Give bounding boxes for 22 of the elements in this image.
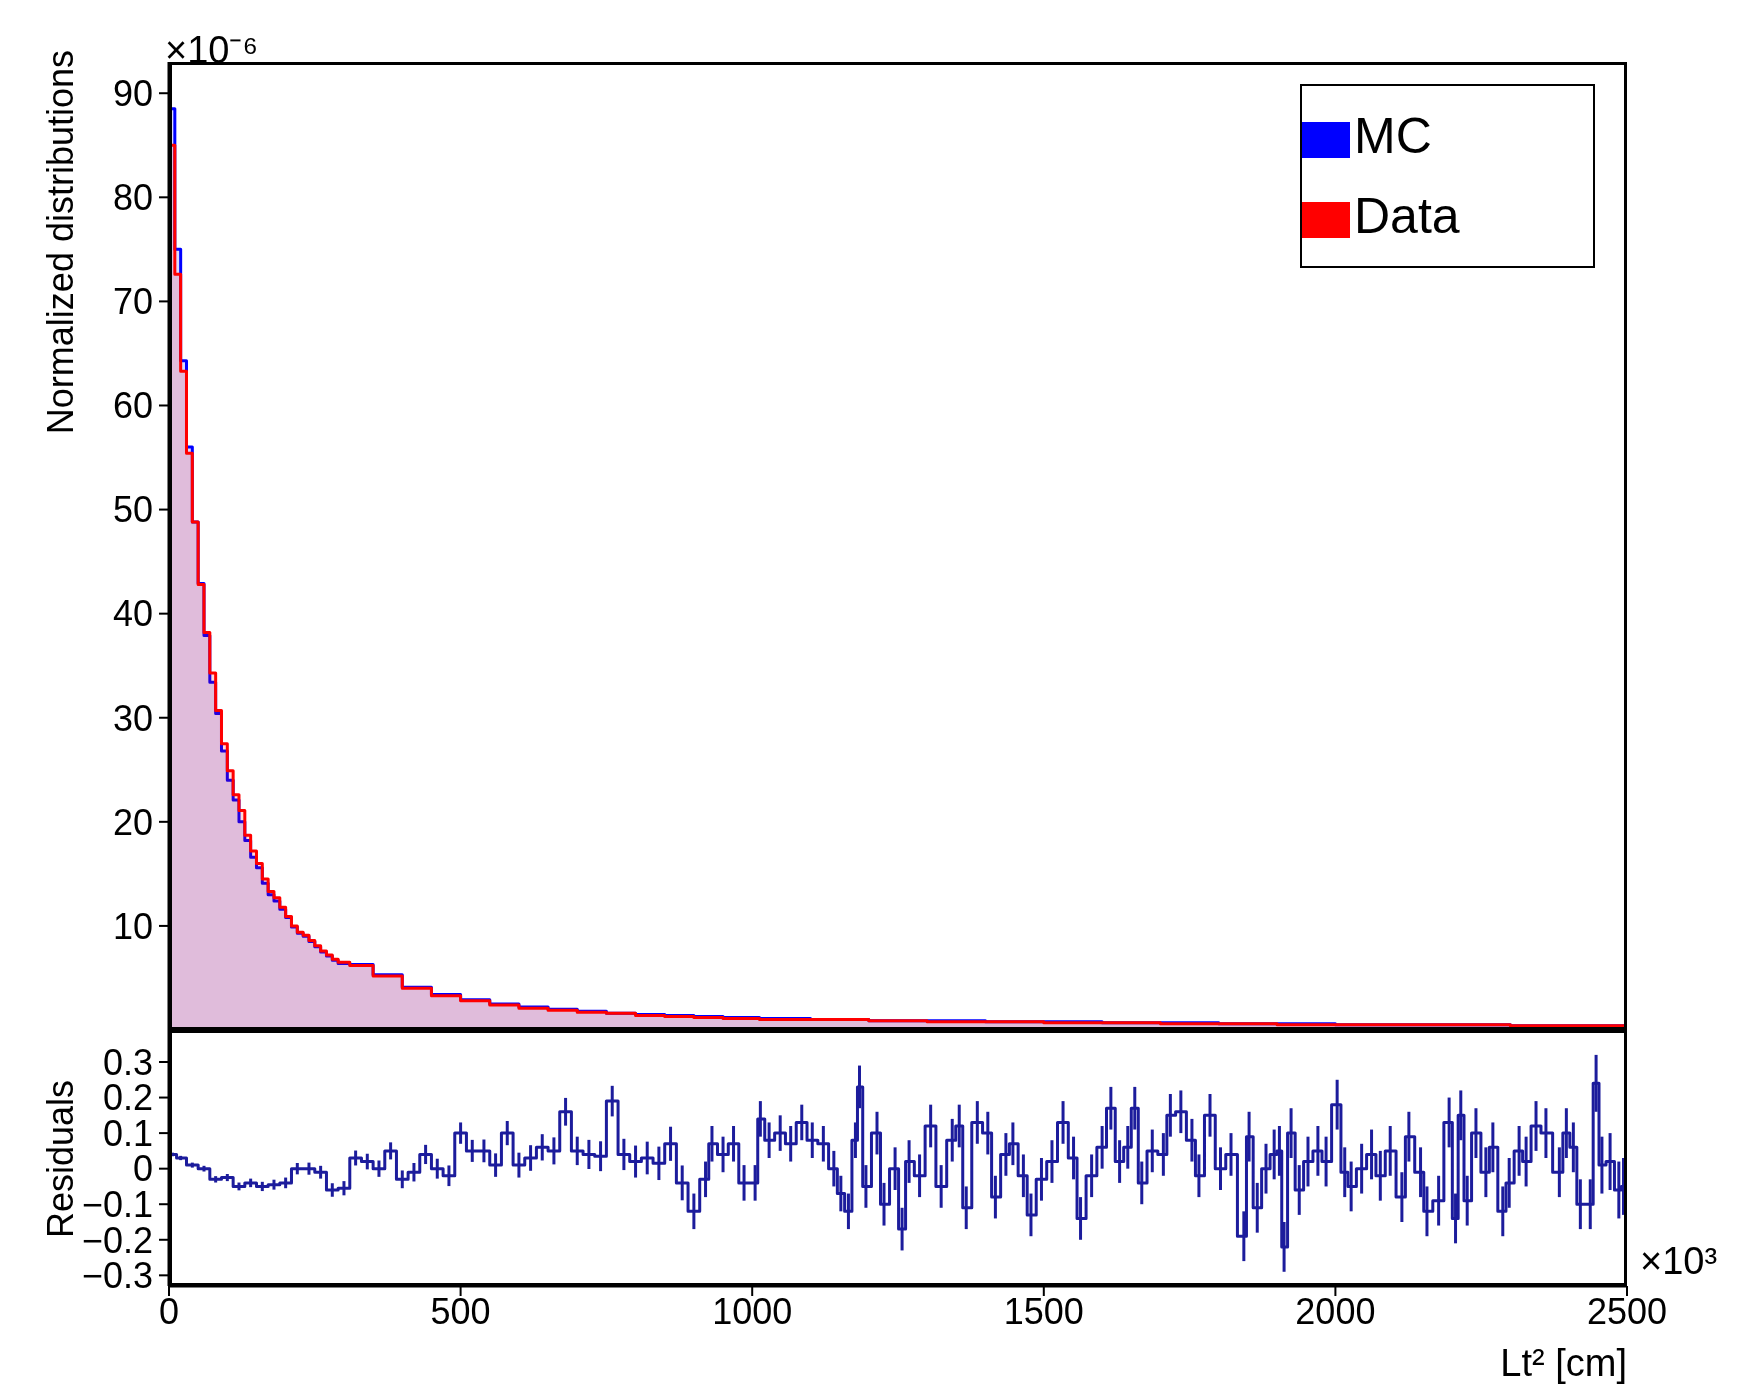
- y-tick-label: 70: [112, 281, 153, 323]
- x-tick-label: 1500: [1003, 1290, 1084, 1332]
- legend-label: Data: [1354, 188, 1460, 244]
- x-tick-label: 0: [158, 1290, 180, 1332]
- x-tick-label: 1000: [712, 1290, 793, 1332]
- x-tick-label: 500: [430, 1290, 491, 1332]
- y-tick-label: 50: [112, 489, 153, 531]
- y-axis-title: Normalized distributions: [40, 50, 81, 435]
- annotation: ×10⁻⁶: [165, 29, 259, 71]
- y-tick-label: 10: [112, 905, 153, 947]
- y-tick-label: 90: [112, 73, 153, 115]
- x-tick-label: 2000: [1295, 1290, 1376, 1332]
- y-axis-title: Residuals: [40, 1080, 81, 1239]
- y-tick-label: 80: [112, 177, 153, 219]
- text: ×10³: [1640, 1240, 1718, 1282]
- y-tick-label: 20: [112, 801, 153, 843]
- y-tick-label: 30: [112, 697, 153, 739]
- x-axis-title: Lt² [cm]: [1500, 1342, 1627, 1384]
- y-tick-label: 40: [112, 593, 153, 635]
- x-tick-label: 2500: [1586, 1290, 1668, 1332]
- legend-label: MC: [1354, 108, 1432, 164]
- y-tick-label: 60: [112, 385, 153, 427]
